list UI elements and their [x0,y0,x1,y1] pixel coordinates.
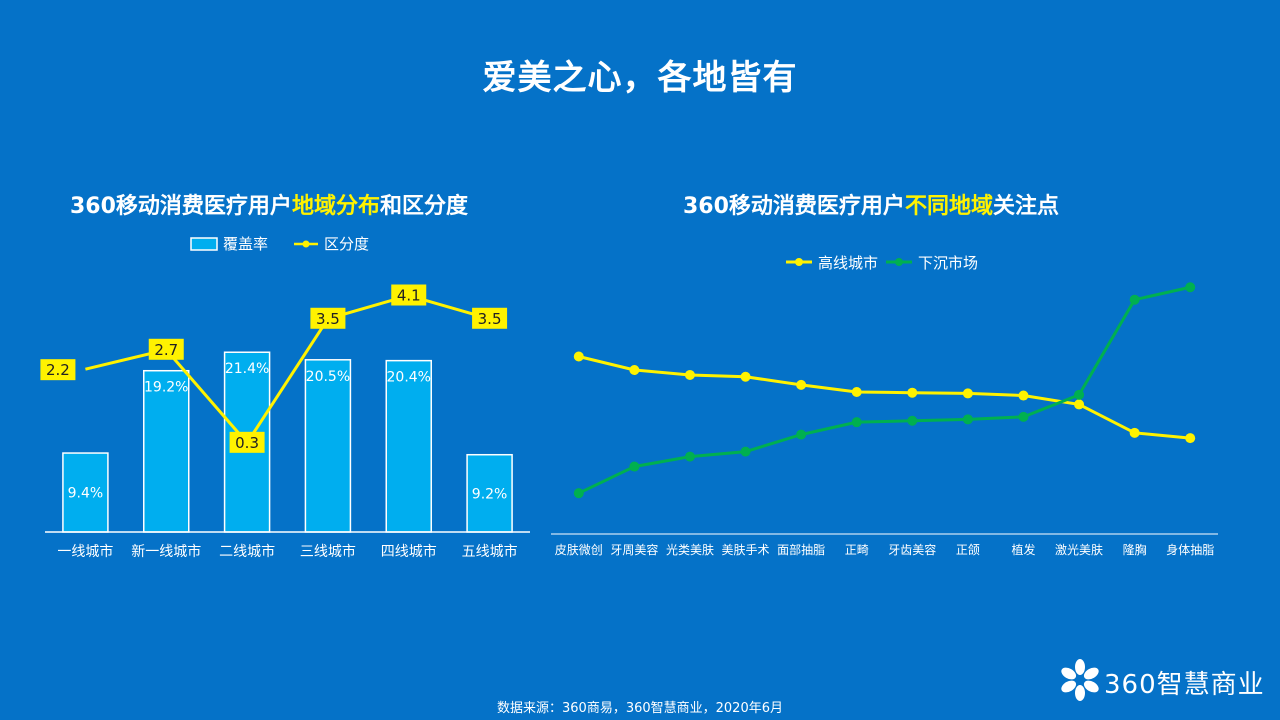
high-tier-point [573,351,584,362]
high-tier-point [740,371,751,382]
high-tier-line [578,355,1191,440]
lower-tier-point [1129,294,1140,305]
bar-data-label: 9.4% [68,486,104,502]
x-tick-label: 牙齿美容 [888,542,936,557]
line-label-box [148,338,184,360]
x-tick-label: 五线城市 [462,543,518,560]
bar-data-label: 9.2% [472,486,508,502]
legend-marker-distinction [302,240,310,248]
x-tick-label: 正颌 [956,542,980,557]
source-note: 数据来源：360商易，360智慧商业，2020年6月 [497,701,783,716]
lower-tier-point [907,415,918,426]
x-tick-label: 光类美肤 [666,542,714,557]
bar [466,453,513,533]
legend-swatch-coverage [190,237,218,251]
x-tick-label: 皮肤微创 [555,542,603,557]
legend-marker-high-tier [795,258,803,266]
right-chart-title: 360移动消费医疗用户不同地域关注点 [683,188,1059,220]
left-title-part3: 和区分度 [379,194,468,219]
bar [304,359,352,533]
line-data-label: 2.2 [46,361,70,379]
high-tier-point [851,387,862,397]
bar [385,359,432,533]
line-label-box [40,359,76,381]
line-data-label: 0.3 [235,434,259,452]
left-title-part1: 360移动消费医疗用户 [70,194,292,219]
line-data-label: 4.1 [397,287,421,305]
bar-data-label: 19.2% [144,380,188,396]
lower-tier-point [796,429,807,440]
line-data-label: 2.7 [154,341,178,359]
line-label-box [472,307,508,329]
line-label-box [229,431,265,453]
lower-tier-point [684,451,695,462]
line-label-box [391,284,427,306]
line-label-box [310,307,346,329]
logo-text: 360智慧商业 [1104,670,1265,700]
lower-tier-point [851,417,862,428]
x-tick-label: 四线城市 [381,543,437,560]
bar-data-label: 20.5% [306,369,350,385]
x-tick-label: 新一线城市 [131,543,201,560]
x-tick-label: 一线城市 [57,543,113,560]
high-tier-point [1185,433,1196,444]
x-tick-label: 面部抽脂 [777,542,825,557]
x-tick-label: 美肤手术 [722,542,770,557]
left-chart-title: 360移动消费医疗用户地域分布和区分度 [70,188,468,220]
x-tick-label: 植发 [1011,542,1035,557]
lower-tier-point [962,414,973,425]
x-tick-label: 二线城市 [219,543,275,560]
line-data-label: 3.5 [316,310,340,328]
right-title-part1: 360移动消费医疗用户 [683,194,905,219]
line-data-label: 3.5 [478,310,502,328]
lower-tier-point [573,488,584,499]
lower-tier-point [1018,411,1029,422]
lower-tier-point [740,446,751,457]
x-tick-label: 牙周美容 [610,542,658,557]
bar-data-label: 21.4% [225,361,269,377]
legend-label-high-tier: 高线城市 [818,254,878,272]
lower-tier-point [1074,389,1085,400]
legend-label-lower-tier: 下沉市场 [918,254,978,272]
x-tick-label: 正畸 [845,543,869,557]
high-tier-point [1018,390,1029,401]
page-title: 爱美之心，各地皆有 [482,58,798,98]
right-title-part3: 关注点 [992,194,1059,219]
high-tier-point [629,364,640,375]
bar-data-label: 20.4% [387,370,431,386]
legend-label-distinction: 区分度 [324,235,369,253]
asterisk-flower-icon [1061,659,1099,701]
left-title-highlight: 地域分布 [291,194,380,219]
x-tick-label: 激光美肤 [1055,542,1103,557]
legend-label-coverage: 覆盖率 [223,235,268,253]
high-tier-point [796,379,807,390]
high-tier-point [1129,427,1140,438]
high-tier-point [684,369,695,380]
brand-logo: 360智慧商业 [1058,658,1268,702]
lower-tier-point [629,461,640,472]
x-tick-label: 隆胸 [1123,542,1147,557]
high-tier-point [962,388,973,399]
right-title-highlight: 不同地域 [904,194,993,219]
high-tier-point [1074,399,1085,410]
lower-tier-line [578,285,1191,495]
lower-tier-point [1185,282,1196,293]
x-tick-label: 身体抽脂 [1166,542,1214,557]
high-tier-point [907,387,918,398]
legend-marker-lower-tier [895,258,903,266]
x-tick-label: 三线城市 [300,543,356,560]
